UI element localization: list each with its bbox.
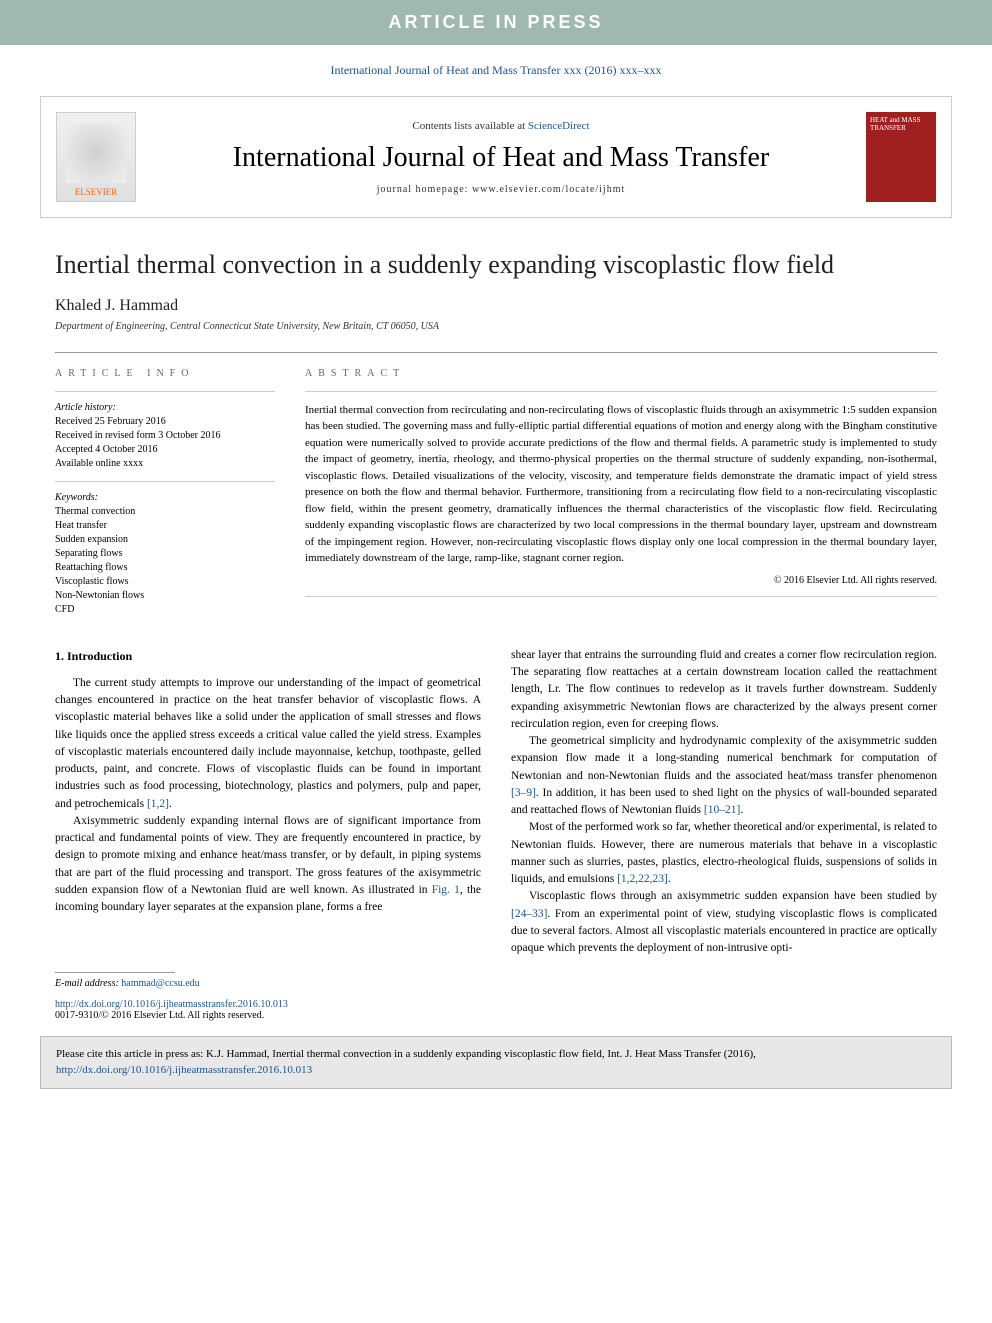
left-column: 1. Introduction The current study attemp…: [55, 647, 481, 958]
keyword: Non-Newtonian flows: [55, 589, 275, 603]
keyword: Viscoplastic flows: [55, 575, 275, 589]
paragraph: shear layer that entrains the surroundin…: [511, 647, 937, 733]
paragraph: The geometrical simplicity and hydrodyna…: [511, 733, 937, 819]
header-center: Contents lists available at ScienceDirec…: [136, 120, 866, 195]
para-text: The geometrical simplicity and hydrodyna…: [511, 735, 937, 782]
footnote-divider: [55, 972, 175, 973]
journal-name: International Journal of Heat and Mass T…: [136, 142, 866, 174]
keywords-label: Keywords:: [55, 492, 275, 503]
para-text: .: [668, 873, 671, 885]
body-columns: 1. Introduction The current study attemp…: [55, 647, 937, 958]
section-heading: 1. Introduction: [55, 647, 481, 665]
cite-doi-link[interactable]: http://dx.doi.org/10.1016/j.ijheatmasstr…: [56, 1064, 312, 1076]
info-divider: [305, 391, 937, 392]
right-column: shear layer that entrains the surroundin…: [511, 647, 937, 958]
doi-link[interactable]: http://dx.doi.org/10.1016/j.ijheatmasstr…: [55, 999, 937, 1010]
history-label: Article history:: [55, 402, 275, 413]
keyword: Heat transfer: [55, 519, 275, 533]
abstract: ABSTRACT Inertial thermal convection fro…: [305, 368, 937, 617]
article-in-press-banner: ARTICLE IN PRESS: [0, 0, 992, 45]
para-text: Most of the performed work so far, wheth…: [511, 821, 937, 885]
citation-line: International Journal of Heat and Mass T…: [0, 55, 992, 86]
sciencedirect-link[interactable]: ScienceDirect: [528, 120, 590, 132]
cite-box: Please cite this article in press as: K.…: [40, 1036, 952, 1089]
info-abstract-row: ARTICLE INFO Article history: Received 2…: [55, 368, 937, 617]
keyword: Sudden expansion: [55, 533, 275, 547]
para-text: Viscoplastic flows through an axisymmetr…: [529, 890, 937, 902]
info-divider: [55, 391, 275, 392]
cover-text: HEAT and MASS TRANSFER: [870, 116, 932, 132]
doi-block: http://dx.doi.org/10.1016/j.ijheatmasstr…: [55, 999, 937, 1021]
history-received: Received 25 February 2016: [55, 415, 275, 429]
keyword: Reattaching flows: [55, 561, 275, 575]
article-info-label: ARTICLE INFO: [55, 368, 275, 379]
elsevier-tree-icon: [66, 123, 126, 183]
ref-link[interactable]: [10–21]: [704, 804, 740, 816]
author-affiliation: Department of Engineering, Central Conne…: [55, 321, 937, 332]
para-text: Axisymmetric suddenly expanding internal…: [55, 815, 481, 896]
para-text: .: [169, 798, 172, 810]
cite-text: Please cite this article in press as: K.…: [56, 1048, 756, 1060]
publisher-name: ELSEVIER: [75, 187, 118, 197]
homepage-url[interactable]: www.elsevier.com/locate/ijhmt: [472, 184, 625, 195]
para-text: . From an experimental point of view, st…: [511, 908, 937, 955]
copyright: © 2016 Elsevier Ltd. All rights reserved…: [305, 575, 937, 586]
paragraph: Viscoplastic flows through an axisymmetr…: [511, 888, 937, 957]
history-online: Available online xxxx: [55, 457, 275, 471]
abstract-label: ABSTRACT: [305, 368, 937, 379]
paragraph: Axisymmetric suddenly expanding internal…: [55, 813, 481, 917]
author-name: Khaled J. Hammad: [55, 297, 937, 315]
para-text: The current study attempts to improve ou…: [55, 677, 481, 810]
homepage-prefix: journal homepage:: [377, 184, 472, 195]
article-title: Inertial thermal convection in a suddenl…: [55, 248, 937, 282]
issn-line: 0017-9310/© 2016 Elsevier Ltd. All right…: [55, 1010, 937, 1021]
history-accepted: Accepted 4 October 2016: [55, 443, 275, 457]
keyword: Separating flows: [55, 547, 275, 561]
elsevier-logo: ELSEVIER: [56, 112, 136, 202]
contents-available: Contents lists available at ScienceDirec…: [136, 120, 866, 132]
ref-link[interactable]: [3–9]: [511, 787, 536, 799]
abstract-text: Inertial thermal convection from recircu…: [305, 402, 937, 567]
ref-link[interactable]: [1,2,22,23]: [617, 873, 668, 885]
article-info: ARTICLE INFO Article history: Received 2…: [55, 368, 275, 617]
divider: [55, 352, 937, 353]
paragraph: The current study attempts to improve ou…: [55, 675, 481, 813]
paragraph: Most of the performed work so far, wheth…: [511, 819, 937, 888]
keyword: Thermal convection: [55, 505, 275, 519]
info-divider: [305, 596, 937, 597]
email-link[interactable]: hammad@ccsu.edu: [121, 978, 199, 989]
journal-homepage: journal homepage: www.elsevier.com/locat…: [136, 184, 866, 195]
email-label: E-mail address:: [55, 978, 121, 989]
contents-prefix: Contents lists available at: [412, 120, 527, 132]
para-text: .: [740, 804, 743, 816]
figure-link[interactable]: Fig. 1: [432, 884, 460, 896]
history-revised: Received in revised form 3 October 2016: [55, 429, 275, 443]
keyword: CFD: [55, 603, 275, 617]
journal-header: ELSEVIER Contents lists available at Sci…: [40, 96, 952, 218]
email-line: E-mail address: hammad@ccsu.edu: [55, 978, 937, 989]
info-divider: [55, 481, 275, 482]
ref-link[interactable]: [24–33]: [511, 908, 547, 920]
journal-cover-thumbnail: HEAT and MASS TRANSFER: [866, 112, 936, 202]
ref-link[interactable]: [1,2]: [147, 798, 169, 810]
